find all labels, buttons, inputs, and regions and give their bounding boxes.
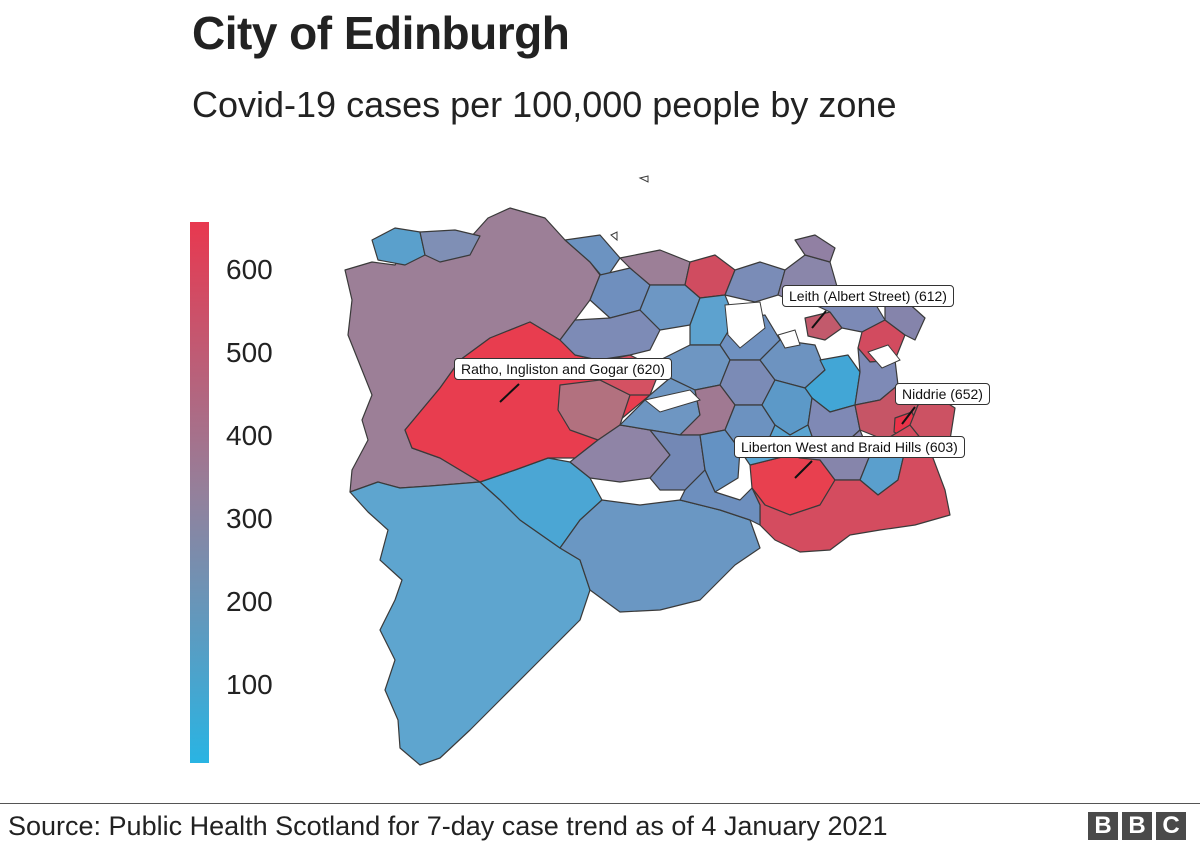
zone-queensferry [419,229,481,263]
zone-bonaly [679,469,761,526]
bbc-logo-letter-3: C [1156,812,1186,840]
callout-leith-albert-street: Leith (Albert Street) (612) [782,285,954,307]
legend-tick-300: 300 [226,503,273,534]
legend-tick-400: 400 [226,420,273,451]
zone-barnton [559,309,661,361]
legend-tick-500: 500 [226,337,273,368]
zone-north-east [794,234,836,263]
callout-ratho-ingliston-gogar: Ratho, Ingliston and Gogar (620) [454,358,672,380]
source-note: Source: Public Health Scotland for 7-day… [8,811,888,841]
legend-gradient-bar [190,222,209,763]
leader-liberton [794,460,813,479]
zone-south [559,499,761,613]
zone-cramond [564,234,621,281]
bbc-logo-letter-1: B [1088,812,1118,840]
legend-tick-200: 200 [226,586,273,617]
zone-leith-central [804,311,843,341]
zone-trinity [724,261,786,303]
footer-divider [0,803,1200,804]
callout-niddrie: Niddrie (652) [895,383,990,405]
legend-tick-600: 600 [226,254,273,285]
edinburgh-choropleth-map [344,175,956,766]
page-subtitle: Covid-19 cases per 100,000 people by zon… [192,84,897,125]
blank-area-1 [724,301,766,349]
blank-area-2 [777,329,801,349]
leader-niddrie [901,406,916,425]
bbc-logo: B B C [1088,812,1186,840]
bbc-logo-letter-2: B [1122,812,1152,840]
island-1 [638,175,649,183]
leader-ratho [499,383,520,403]
island-2 [610,231,618,242]
blank-area-3 [643,389,701,413]
leader-leith [811,310,827,329]
blank-area-4 [867,344,901,369]
legend-tick-100: 100 [226,669,273,700]
zone-dalmeny [371,227,426,266]
callout-liberton-west-braid-hills: Liberton West and Braid Hills (603) [734,436,965,458]
page-title: City of Edinburgh [192,7,570,59]
